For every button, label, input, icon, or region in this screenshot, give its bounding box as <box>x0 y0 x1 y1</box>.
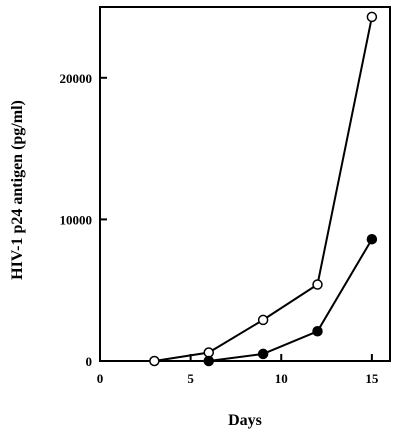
tick-labels: 0 5 10 15 0 10000 20000 <box>60 71 379 386</box>
series-2-point <box>203 355 214 367</box>
x-tick-label: 0 <box>97 371 104 386</box>
series-markers <box>149 11 378 367</box>
series-2-line <box>208 238 373 362</box>
y-tick-label: 0 <box>86 354 93 369</box>
series-lines <box>154 16 373 362</box>
x-axis-label: Days <box>228 412 262 429</box>
series-1-point <box>366 11 378 23</box>
series-2-point <box>366 233 378 245</box>
plot-frame <box>99 6 391 362</box>
axis-ticks <box>99 76 373 362</box>
series-2-point <box>312 326 323 337</box>
x-tick-label: 15 <box>365 371 379 386</box>
series-1-point <box>257 314 269 326</box>
y-axis-label: HIV-1 p24 antigen (pg/ml) <box>9 100 26 280</box>
series-1-point <box>149 355 160 367</box>
series-2-point <box>257 348 269 360</box>
y-tick-label: 20000 <box>60 71 93 86</box>
x-tick-label: 10 <box>275 371 288 386</box>
series-1-point <box>203 347 214 358</box>
y-tick-label: 10000 <box>60 212 93 227</box>
series-1-point <box>312 279 323 290</box>
plot-border <box>99 6 391 362</box>
series-1-line <box>154 16 373 362</box>
x-tick-label: 5 <box>187 371 194 386</box>
